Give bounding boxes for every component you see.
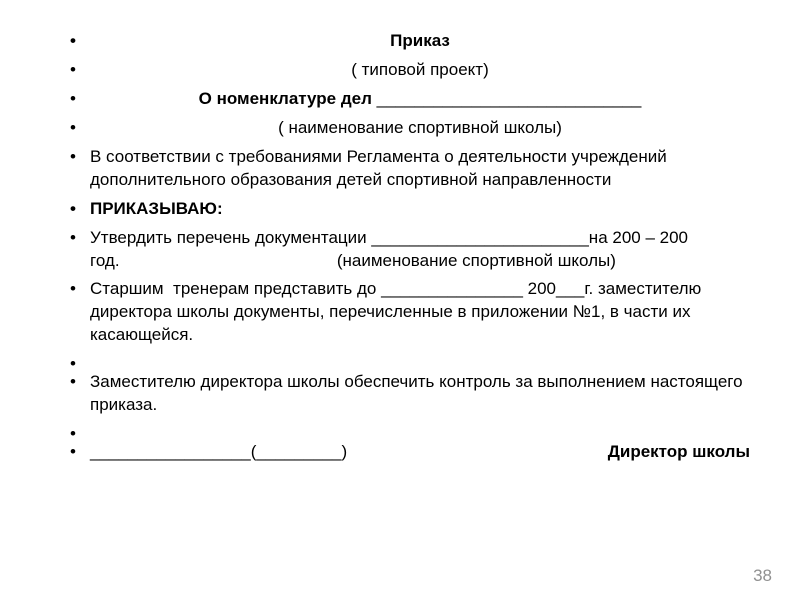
clause-2: Старшим тренерам представить до ________… [70,278,750,347]
signature-line: _________________(_________) Директор шк… [70,441,750,464]
order-word: ПРИКАЗЫВАЮ: [70,198,750,221]
blank-item-2 [70,423,750,435]
clause-1: Утвердить перечень документации ________… [70,227,750,273]
title-nomenclature-prefix: О номенклатуре дел [199,89,377,108]
paragraph-basis: В соответствии с требованиями Регламента… [70,146,750,192]
blank-item-1 [70,353,750,365]
document-list: Приказ ( типовой проект) О номенклатуре … [70,30,750,464]
title-school-name: ( наименование спортивной школы) [70,117,750,140]
document-page: Приказ ( типовой проект) О номенклатуре … [0,0,800,600]
signature-blanks: _________________(_________) [90,441,347,464]
director-title: Директор школы [588,441,750,464]
title-nomenclature: О номенклатуре дел _____________________… [70,88,750,111]
clause-3: Заместителю директора школы обеспечить к… [70,371,750,417]
title-nomenclature-blank: ____________________________ [377,89,642,108]
page-number: 38 [753,566,772,586]
title-order: Приказ [70,30,750,53]
title-project: ( типовой проект) [70,59,750,82]
